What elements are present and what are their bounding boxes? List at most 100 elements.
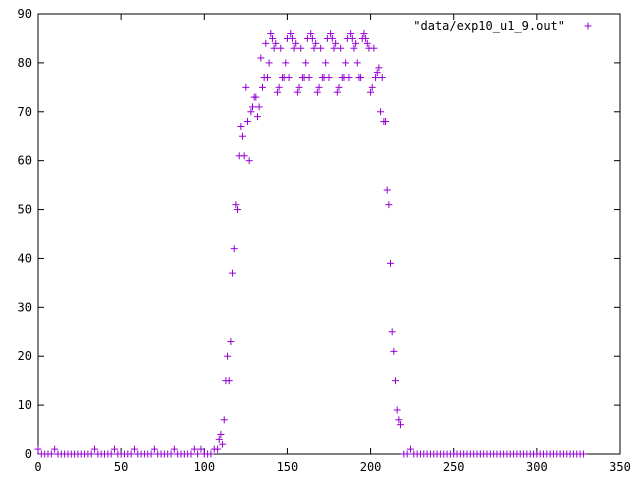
data-point [277, 44, 285, 52]
data-point [227, 338, 235, 346]
data-point [382, 118, 390, 126]
x-tick-label: 50 [114, 460, 128, 474]
data-point [397, 421, 405, 429]
data-point [360, 30, 368, 38]
data-point [47, 450, 55, 458]
axis-ticks: 0 50 100 150 200 250 300 350 0 10 20 30 40 50 60 70 80 90 [18, 7, 631, 474]
x-tick-label: 0 [34, 460, 41, 474]
data-point [325, 74, 333, 82]
data-point [187, 450, 195, 458]
data-point [110, 445, 118, 453]
data-point [307, 30, 315, 38]
y-tick-label: 10 [18, 398, 32, 412]
data-point [150, 445, 158, 453]
y-tick-label: 0 [25, 447, 32, 461]
data-point [197, 445, 205, 453]
data-point [282, 59, 290, 67]
legend-marker-symbol [584, 22, 592, 30]
data-point [290, 44, 298, 52]
data-point [249, 103, 257, 111]
data-point [287, 30, 295, 38]
data-point [217, 430, 225, 438]
data-point [305, 74, 313, 82]
data-point [362, 34, 370, 42]
data-point [332, 39, 340, 47]
y-tick-label: 80 [18, 56, 32, 70]
data-point [372, 74, 380, 82]
data-point [350, 44, 358, 52]
data-point [367, 88, 375, 96]
data-point [229, 269, 237, 277]
data-point [295, 83, 303, 91]
y-tick-label: 40 [18, 251, 32, 265]
data-point [288, 34, 296, 42]
data-point [234, 206, 242, 214]
data-point [232, 201, 240, 209]
data-point [268, 34, 276, 42]
data-point [51, 445, 59, 453]
data-point [147, 450, 155, 458]
x-tick-label: 100 [193, 460, 215, 474]
data-point [297, 44, 305, 52]
data-point [237, 122, 245, 130]
data-point [312, 39, 320, 47]
x-tick-label: 300 [526, 460, 548, 474]
data-point [293, 88, 301, 96]
data-point [214, 445, 222, 453]
data-point [363, 39, 371, 47]
data-point [272, 39, 280, 47]
data-point [310, 44, 318, 52]
plot-frame [37, 13, 621, 455]
data-point [245, 157, 253, 165]
data-point [387, 259, 395, 267]
y-tick-label: 90 [18, 7, 32, 21]
data-points [34, 30, 587, 458]
data-point [328, 34, 336, 42]
data-point [579, 450, 587, 458]
x-tick-label: 250 [443, 460, 465, 474]
data-point [225, 377, 233, 385]
y-tick-label: 70 [18, 105, 32, 119]
data-point [302, 59, 310, 67]
y-tick-label: 30 [18, 300, 32, 314]
data-point [263, 74, 271, 82]
data-point [337, 44, 345, 52]
data-point [322, 59, 330, 67]
data-point [390, 347, 398, 355]
data-point [395, 416, 403, 424]
data-point [308, 34, 316, 42]
data-point [383, 186, 391, 194]
data-point [267, 30, 275, 38]
legend: "data/exp10_u1_9.out" [413, 19, 592, 33]
data-point [345, 74, 353, 82]
legend-label: "data/exp10_u1_9.out" [413, 19, 565, 33]
data-point [393, 406, 401, 414]
data-point [244, 118, 252, 126]
data-point [230, 245, 238, 253]
data-point [190, 445, 198, 453]
data-point [378, 74, 386, 82]
data-point [265, 59, 273, 67]
data-point [330, 44, 338, 52]
data-point [242, 83, 250, 91]
data-point [388, 328, 396, 336]
data-point [170, 445, 178, 453]
data-point [253, 113, 261, 121]
data-point [127, 450, 135, 458]
data-point [347, 30, 355, 38]
x-tick-label: 200 [360, 460, 382, 474]
data-point [353, 59, 361, 67]
data-point [385, 201, 393, 209]
data-point [194, 450, 202, 458]
data-point [342, 59, 350, 67]
x-tick-label: 350 [609, 460, 631, 474]
data-point [315, 83, 323, 91]
data-point [34, 445, 42, 453]
x-tick-label: 150 [277, 460, 299, 474]
data-point [257, 54, 265, 62]
data-point [130, 445, 138, 453]
data-point [357, 74, 365, 82]
data-point [313, 88, 321, 96]
data-point [252, 93, 260, 101]
data-point [219, 440, 227, 448]
